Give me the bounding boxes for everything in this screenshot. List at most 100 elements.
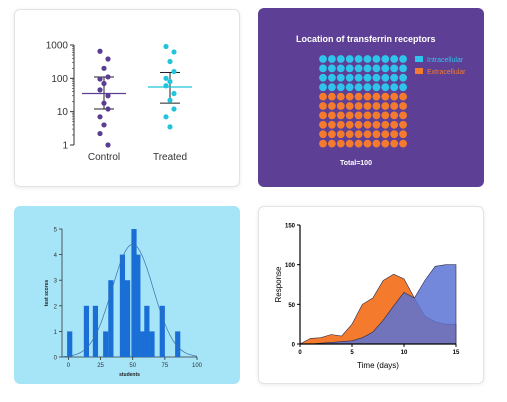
data-point bbox=[105, 56, 111, 62]
waffle-cell-extracellular bbox=[354, 92, 363, 101]
waffle-cell-intracellular bbox=[390, 83, 399, 92]
data-point bbox=[97, 130, 103, 137]
y-tick-label: 1000 bbox=[46, 41, 69, 52]
waffle-cell-extracellular bbox=[363, 139, 372, 148]
x-category-label: Treated bbox=[153, 152, 187, 163]
y-tick-label: 10 bbox=[57, 107, 69, 118]
waffle-cell-intracellular bbox=[381, 73, 390, 82]
waffle-cell-extracellular bbox=[354, 130, 363, 139]
data-point bbox=[167, 58, 173, 65]
y-tick-label: 1 bbox=[54, 330, 58, 336]
waffle-cell-intracellular bbox=[345, 64, 354, 73]
waffle-cell-extracellular bbox=[381, 120, 390, 129]
y-tick-label: 5 bbox=[54, 228, 58, 234]
legend-swatch bbox=[415, 68, 423, 74]
waffle-cell-extracellular bbox=[354, 111, 363, 120]
waffle-card: Location of transferrin receptors Intrace… bbox=[258, 8, 484, 187]
waffle-cell-extracellular bbox=[345, 139, 354, 148]
histogram-bar bbox=[175, 331, 181, 357]
waffle-cell-intracellular bbox=[363, 64, 372, 73]
legend-swatch bbox=[415, 56, 423, 62]
waffle-cell-extracellular bbox=[390, 111, 399, 120]
histogram-bar bbox=[159, 305, 165, 357]
data-point bbox=[97, 114, 103, 120]
data-point bbox=[101, 80, 107, 87]
waffle-cell-extracellular bbox=[319, 130, 327, 139]
waffle-cell-extracellular bbox=[390, 120, 399, 129]
waffle-cell-extracellular bbox=[363, 130, 372, 139]
data-point bbox=[101, 100, 107, 106]
waffle-cell-intracellular bbox=[328, 64, 336, 73]
waffle-cell-extracellular bbox=[390, 102, 399, 110]
waffle-cell-extracellular bbox=[345, 120, 354, 129]
x-tick-label: 75 bbox=[162, 363, 169, 369]
histogram-bar bbox=[83, 305, 90, 357]
waffle-cell-extracellular bbox=[372, 120, 381, 129]
waffle-cell-intracellular bbox=[399, 83, 407, 92]
waffle-cell-intracellular bbox=[354, 83, 363, 92]
waffle-cell-intracellular bbox=[328, 73, 336, 82]
waffle-cell-intracellular bbox=[345, 83, 354, 92]
histogram-bar bbox=[135, 254, 141, 357]
waffle-cell-intracellular bbox=[336, 64, 345, 73]
histogram-bar bbox=[67, 331, 73, 357]
waffle-cell-extracellular bbox=[336, 102, 345, 110]
y-tick-label: 0 bbox=[54, 356, 58, 362]
data-point bbox=[97, 76, 103, 82]
waffle-cell-intracellular bbox=[319, 83, 327, 92]
waffle-cell-intracellular bbox=[319, 73, 327, 82]
waffle-cell-intracellular bbox=[354, 73, 363, 82]
data-point bbox=[167, 97, 173, 103]
histogram-bar bbox=[108, 280, 114, 357]
waffle-cell-extracellular bbox=[345, 111, 354, 120]
waffle-cell-extracellular bbox=[328, 111, 336, 120]
waffle-cell-extracellular bbox=[319, 92, 327, 101]
data-point bbox=[171, 49, 177, 55]
x-tick-label: 0 bbox=[298, 350, 302, 356]
data-point bbox=[105, 106, 111, 112]
data-point bbox=[105, 93, 111, 99]
waffle-cell-intracellular bbox=[345, 73, 354, 82]
y-tick-label: 150 bbox=[285, 224, 296, 230]
waffle-cell-extracellular bbox=[345, 130, 354, 139]
waffle-cell-intracellular bbox=[372, 55, 381, 63]
waffle-cell-extracellular bbox=[381, 92, 390, 101]
waffle-cell-intracellular bbox=[363, 83, 372, 92]
data-point bbox=[105, 142, 111, 148]
y-tick-label: 4 bbox=[54, 253, 58, 259]
y-tick-label: 50 bbox=[288, 303, 295, 309]
y-tick-label: 2 bbox=[54, 304, 58, 310]
waffle-cell-extracellular bbox=[328, 92, 336, 101]
waffle-cell-intracellular bbox=[328, 83, 336, 92]
waffle-cell-extracellular bbox=[372, 111, 381, 120]
waffle-cell-intracellular bbox=[381, 83, 390, 92]
waffle-cell-extracellular bbox=[381, 102, 390, 110]
waffle-cell-intracellular bbox=[399, 55, 407, 63]
data-point bbox=[171, 90, 177, 97]
waffle-cell-extracellular bbox=[372, 130, 381, 139]
waffle-cell-intracellular bbox=[328, 55, 336, 63]
data-point bbox=[101, 122, 107, 128]
waffle-cell-extracellular bbox=[328, 130, 336, 139]
x-tick-label: 25 bbox=[97, 363, 104, 369]
data-point bbox=[171, 106, 177, 112]
data-point bbox=[97, 48, 103, 54]
y-tick-label: 100 bbox=[285, 263, 296, 269]
data-point bbox=[163, 114, 169, 120]
histogram-card: 0 1 2 3 4 5 0 25 50 75 100 students test scores bbox=[14, 206, 240, 384]
waffle-cell-intracellular bbox=[336, 73, 345, 82]
waffle-cell-extracellular bbox=[399, 92, 407, 101]
waffle-cell-extracellular bbox=[345, 102, 354, 110]
histogram-bar bbox=[119, 254, 126, 357]
waffle-cell-extracellular bbox=[336, 120, 345, 129]
waffle-cell-extracellular bbox=[319, 102, 327, 110]
waffle-cell-intracellular bbox=[345, 55, 354, 63]
y-axis-label: Response bbox=[274, 266, 283, 303]
waffle-cell-extracellular bbox=[336, 92, 345, 101]
data-point bbox=[171, 68, 177, 75]
waffle-cell-extracellular bbox=[381, 111, 390, 120]
waffle-cell-extracellular bbox=[390, 92, 399, 101]
waffle-cell-intracellular bbox=[363, 55, 372, 63]
scatter-card: 1 10 100 1000 Control Treated bbox=[14, 9, 240, 187]
